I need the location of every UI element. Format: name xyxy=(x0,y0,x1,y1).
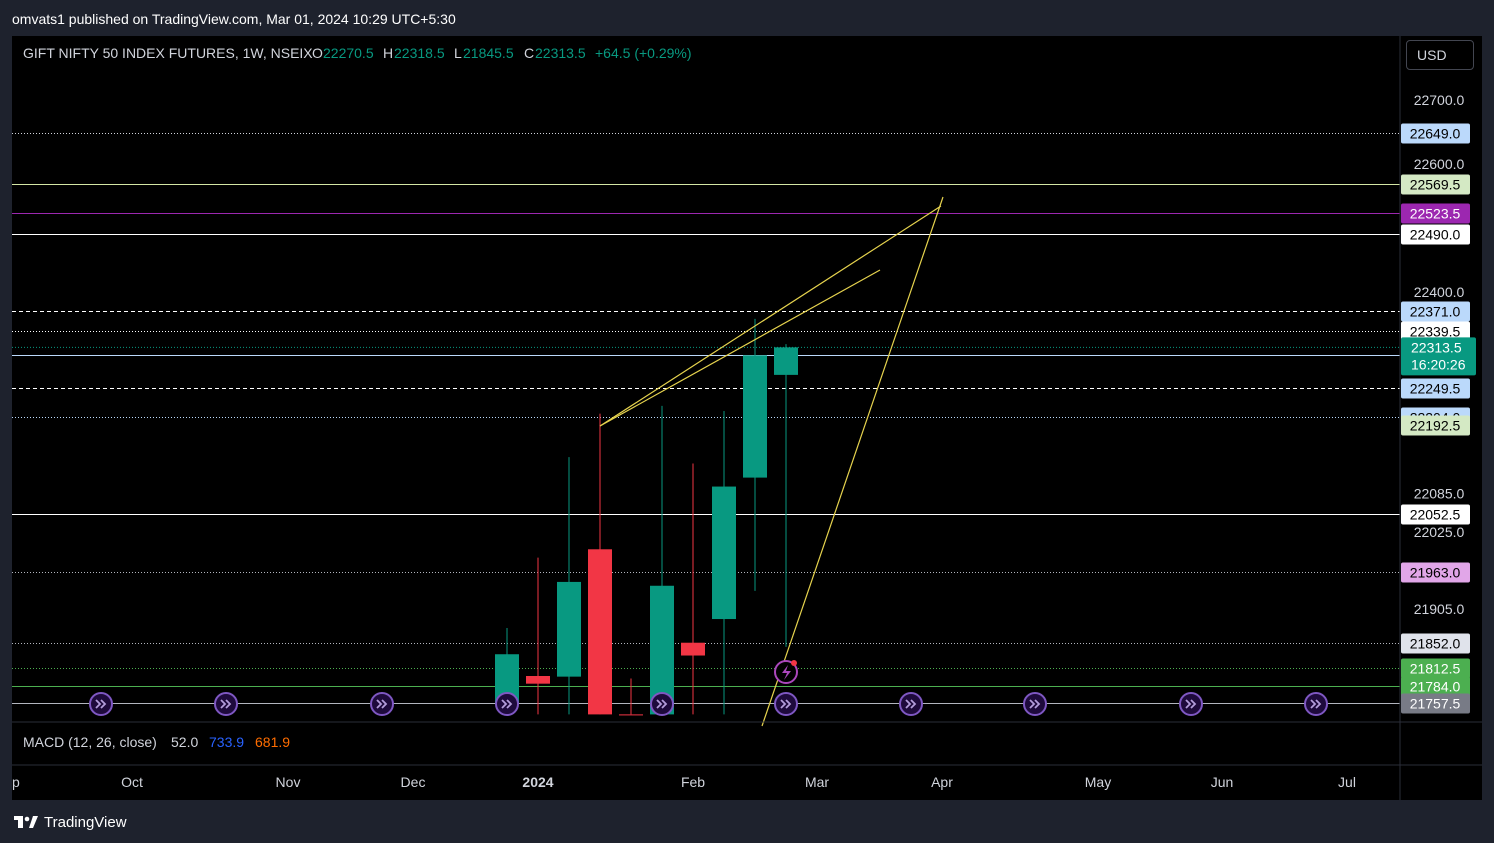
price-level-tag[interactable]: 22649.0 xyxy=(1401,123,1470,144)
trendline-lower[interactable] xyxy=(599,269,881,427)
x-tick-label: Mar xyxy=(805,774,829,790)
candle[interactable] xyxy=(774,344,798,647)
candle[interactable] xyxy=(557,457,581,715)
macd-label[interactable]: MACD (12, 26, close) xyxy=(23,734,157,750)
legend-close-label: C xyxy=(524,45,534,61)
current-price-tag[interactable]: 22313.516:20:26 xyxy=(1401,337,1476,376)
macd-value-3: 681.9 xyxy=(255,734,290,750)
legend-change: +64.5 (+0.29%) xyxy=(595,45,692,61)
legend-open-value: 22270.5 xyxy=(323,45,374,61)
event-marker-icon[interactable] xyxy=(370,692,394,716)
price-level-tag[interactable]: 21812.5 xyxy=(1401,658,1470,679)
macd-value-1: 52.0 xyxy=(171,734,198,750)
event-marker-icon[interactable] xyxy=(1179,692,1203,716)
y-tick-label: 22700.0 xyxy=(1414,92,1465,108)
price-level-tag[interactable]: 22249.5 xyxy=(1401,378,1470,399)
chart-canvas[interactable]: 22700.0 22600.0 22400.0 22085.0 22025.0 21905… xyxy=(12,36,1482,800)
y-tick-label: 22400.0 xyxy=(1414,284,1465,300)
tradingview-logo-icon xyxy=(14,816,38,828)
event-marker-icon[interactable] xyxy=(650,692,674,716)
y-tick-label: 22085.0 xyxy=(1414,486,1465,502)
price-level-tag-text: 22569.5 xyxy=(1410,177,1461,193)
legend-open-label: O xyxy=(312,45,323,61)
legend-high-label: H xyxy=(383,45,393,61)
price-level-tag[interactable]: 22339.5 xyxy=(1401,321,1470,342)
x-tick-label: Nov xyxy=(276,774,301,790)
x-tick-label: Jul xyxy=(1338,774,1356,790)
price-level-tag-text: 22371.0 xyxy=(1410,304,1461,320)
y-tick-label: 21905.0 xyxy=(1414,601,1465,617)
candle[interactable] xyxy=(712,411,736,715)
trendline-steep[interactable] xyxy=(761,196,944,727)
price-level-tag-text: 21812.5 xyxy=(1410,661,1461,677)
price-level-tag-text: 21784.0 xyxy=(1410,679,1461,695)
price-level-tag-text: 22649.0 xyxy=(1410,126,1461,142)
brand-text: TradingView xyxy=(44,813,127,831)
current-price-value: 22313.5 xyxy=(1411,339,1462,355)
price-level-tag-text: 21852.0 xyxy=(1410,636,1461,652)
price-level-tag[interactable]: 22569.5 xyxy=(1401,174,1470,195)
legend-symbol[interactable]: GIFT NIFTY 50 INDEX FUTURES, 1W, NSEIX xyxy=(23,45,313,61)
price-level-tag-text: 22192.5 xyxy=(1410,418,1461,434)
y-tick-label: 22025.0 xyxy=(1414,524,1465,540)
tradingview-brand[interactable]: TradingView xyxy=(14,813,127,831)
candle[interactable] xyxy=(681,463,705,715)
legend-high-value: 22318.5 xyxy=(394,45,445,61)
bottom-bar xyxy=(0,800,1494,843)
price-level-tag-text: 21757.5 xyxy=(1410,696,1461,712)
price-level-tag-text: 22523.5 xyxy=(1410,206,1461,222)
lightning-event-icon[interactable] xyxy=(774,660,798,684)
x-tick-label: Dec xyxy=(401,774,426,790)
event-marker-icon[interactable] xyxy=(774,692,798,716)
candle[interactable] xyxy=(650,405,674,715)
price-level-tag[interactable]: 22490.0 xyxy=(1401,224,1470,245)
event-marker-icon[interactable] xyxy=(214,692,238,716)
x-tick-label: Oct xyxy=(121,774,143,790)
event-marker-icon[interactable] xyxy=(495,692,519,716)
x-tick-label: May xyxy=(1085,774,1111,790)
x-tick-label: Feb xyxy=(681,774,705,790)
legend-low-label: L xyxy=(454,45,462,61)
price-level-tag-text: 22052.5 xyxy=(1410,507,1461,523)
price-level-tag[interactable]: 22523.5 xyxy=(1401,203,1470,224)
price-level-tag[interactable]: 22052.5 xyxy=(1401,504,1470,525)
x-tick-label: Jun xyxy=(1211,774,1234,790)
macd-value-2: 733.9 xyxy=(209,734,244,750)
y-tick-label: 22600.0 xyxy=(1414,156,1465,172)
currency-button[interactable]: USD xyxy=(1406,40,1474,70)
price-level-tag[interactable]: 22371.0 xyxy=(1401,301,1470,322)
x-tick-label: 2024 xyxy=(522,774,553,790)
event-marker-icon[interactable] xyxy=(1304,692,1328,716)
event-marker-icon[interactable] xyxy=(899,692,923,716)
x-tick-label: p xyxy=(12,774,20,790)
candle[interactable] xyxy=(526,557,550,715)
candle[interactable] xyxy=(619,678,643,716)
top-bar: omvats1 published on TradingView.com, Ma… xyxy=(0,0,1494,36)
candle[interactable] xyxy=(743,318,767,591)
legend-close-value: 22313.5 xyxy=(535,45,586,61)
trendline-upper[interactable] xyxy=(599,205,942,427)
event-marker-icon[interactable] xyxy=(89,692,113,716)
price-level-tag-text: 21963.0 xyxy=(1410,565,1461,581)
legend-low-value: 21845.5 xyxy=(463,45,514,61)
price-level-tag[interactable]: 21963.0 xyxy=(1401,562,1470,583)
event-marker-icon[interactable] xyxy=(1023,692,1047,716)
candle[interactable] xyxy=(588,413,612,715)
price-level-tag[interactable]: 21784.0 xyxy=(1401,676,1470,697)
bar-countdown: 16:20:26 xyxy=(1411,356,1466,372)
price-level-tag-text: 22490.0 xyxy=(1410,227,1461,243)
price-level-tag[interactable]: 21852.0 xyxy=(1401,633,1470,654)
price-level-tag[interactable]: 22192.5 xyxy=(1401,415,1470,436)
price-level-tag-text: 22339.5 xyxy=(1410,324,1461,340)
x-tick-label: Apr xyxy=(931,774,953,790)
chart-panel[interactable]: 22700.0 22600.0 22400.0 22085.0 22025.0 21905… xyxy=(12,36,1482,800)
price-level-tag[interactable]: 21757.5 xyxy=(1401,693,1470,714)
published-info: omvats1 published on TradingView.com, Ma… xyxy=(12,11,456,27)
price-level-tag-text: 22249.5 xyxy=(1410,381,1461,397)
